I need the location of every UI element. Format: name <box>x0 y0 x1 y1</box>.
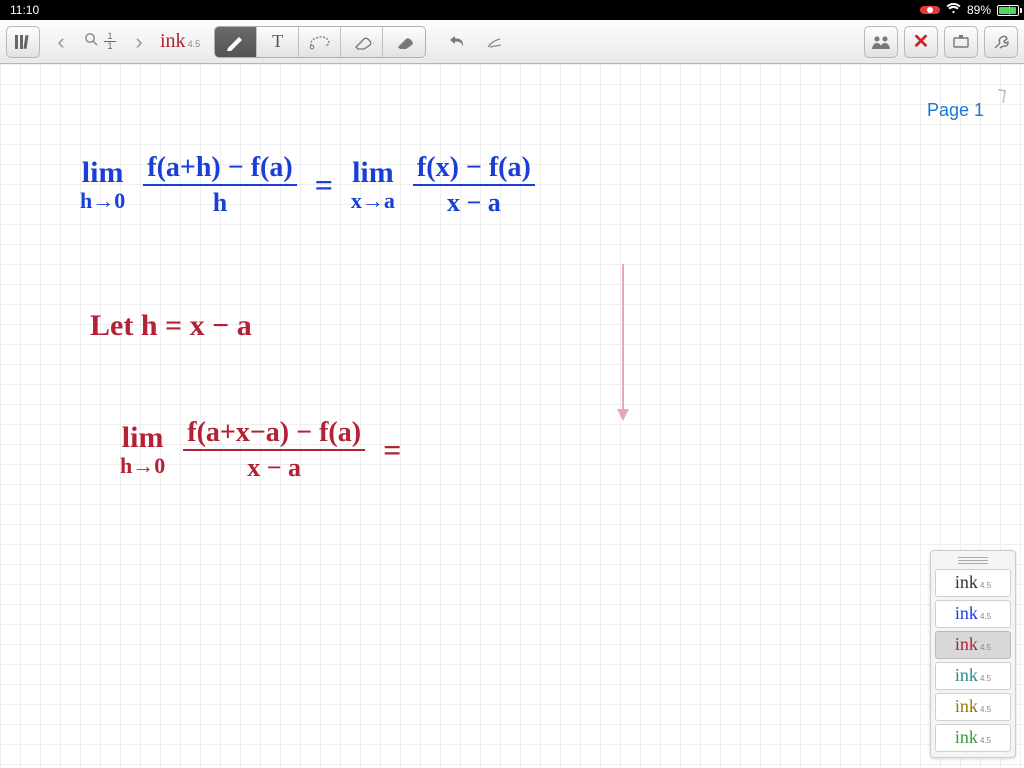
wifi-icon <box>946 3 961 17</box>
tool-segment: T <box>214 26 426 58</box>
status-right: 89% <box>920 3 1014 17</box>
frac1-num: f(a+h) − f(a) <box>143 154 296 184</box>
frac3-num: f(a+x−a) − f(a) <box>183 419 365 449</box>
next-page-button[interactable]: › <box>122 26 156 58</box>
equation-2: lim h→0 f(a+x−a) − f(a) x − a = <box>120 419 401 481</box>
equals-2: = <box>383 432 401 469</box>
lim2-sub: x→a <box>351 190 395 212</box>
let-substitution: Let h = x − a <box>90 309 252 343</box>
equals-1: = <box>315 167 333 204</box>
lim1-sub: h→0 <box>80 190 125 212</box>
undo-button[interactable] <box>440 26 474 58</box>
lasso-tool[interactable] <box>299 27 341 57</box>
frac1-den: h <box>213 186 227 216</box>
frac3-den: x − a <box>247 451 301 481</box>
page-current: 1 <box>107 32 112 41</box>
lim3: lim <box>122 423 164 453</box>
screen-record-badge[interactable] <box>920 6 940 14</box>
page-indicator[interactable]: 1 1 <box>104 32 116 51</box>
close-button[interactable]: ✕ <box>904 26 938 58</box>
frac2-num: f(x) − f(a) <box>413 154 535 184</box>
battery-percent: 89% <box>967 3 991 17</box>
library-button[interactable] <box>6 26 40 58</box>
lim2: lim <box>352 158 394 188</box>
equation-1: lim h→0 f(a+h) − f(a) h = lim x→a f(x) −… <box>80 154 535 216</box>
lim3-sub: h→0 <box>120 455 165 477</box>
status-time: 11:10 <box>10 3 39 17</box>
pen-swatch-2[interactable]: ink4.5 <box>935 631 1011 659</box>
lim1: lim <box>82 158 124 188</box>
search-icon[interactable] <box>84 32 98 51</box>
eraser-soft-tool[interactable] <box>341 27 383 57</box>
drawing-canvas[interactable]: ┐ Page 1 lim h→0 f(a+h) − f(a) h = lim x… <box>0 64 1024 768</box>
palette-grip[interactable] <box>935 555 1011 565</box>
settings-button[interactable] <box>984 26 1018 58</box>
page-label: Page 1 <box>927 100 984 121</box>
pen-swatch-0[interactable]: ink4.5 <box>935 569 1011 597</box>
ink-version: 4.5 <box>188 39 201 49</box>
prev-page-button[interactable]: ‹ <box>44 26 78 58</box>
frac2-den: x − a <box>447 186 501 216</box>
pen-palette[interactable]: ink4.5 ink4.5 ink4.5 ink4.5 ink4.5 ink4.5 <box>930 550 1016 758</box>
eraser-hard-tool[interactable] <box>383 27 425 57</box>
pen-swatch-1[interactable]: ink4.5 <box>935 600 1011 628</box>
ink-label-text: ink <box>160 30 186 53</box>
pen-tool[interactable] <box>215 27 257 57</box>
pen-swatch-3[interactable]: ink4.5 <box>935 662 1011 690</box>
clear-button[interactable] <box>478 26 512 58</box>
arrow-down <box>622 264 624 419</box>
pen-swatch-5[interactable]: ink4.5 <box>935 724 1011 752</box>
status-bar: 11:10 89% <box>0 0 1024 20</box>
presentation-button[interactable] <box>944 26 978 58</box>
page-total: 1 <box>107 42 112 51</box>
battery-icon <box>997 5 1014 16</box>
current-pen-indicator[interactable]: ink 4.5 <box>160 30 200 53</box>
right-toolbar: ✕ <box>864 26 1018 58</box>
text-tool[interactable]: T <box>257 27 299 57</box>
app-toolbar: ‹ 1 1 › ink 4.5 T <box>0 20 1024 64</box>
pen-swatch-4[interactable]: ink4.5 <box>935 693 1011 721</box>
people-button[interactable] <box>864 26 898 58</box>
page-nav: ‹ 1 1 › <box>44 26 156 58</box>
